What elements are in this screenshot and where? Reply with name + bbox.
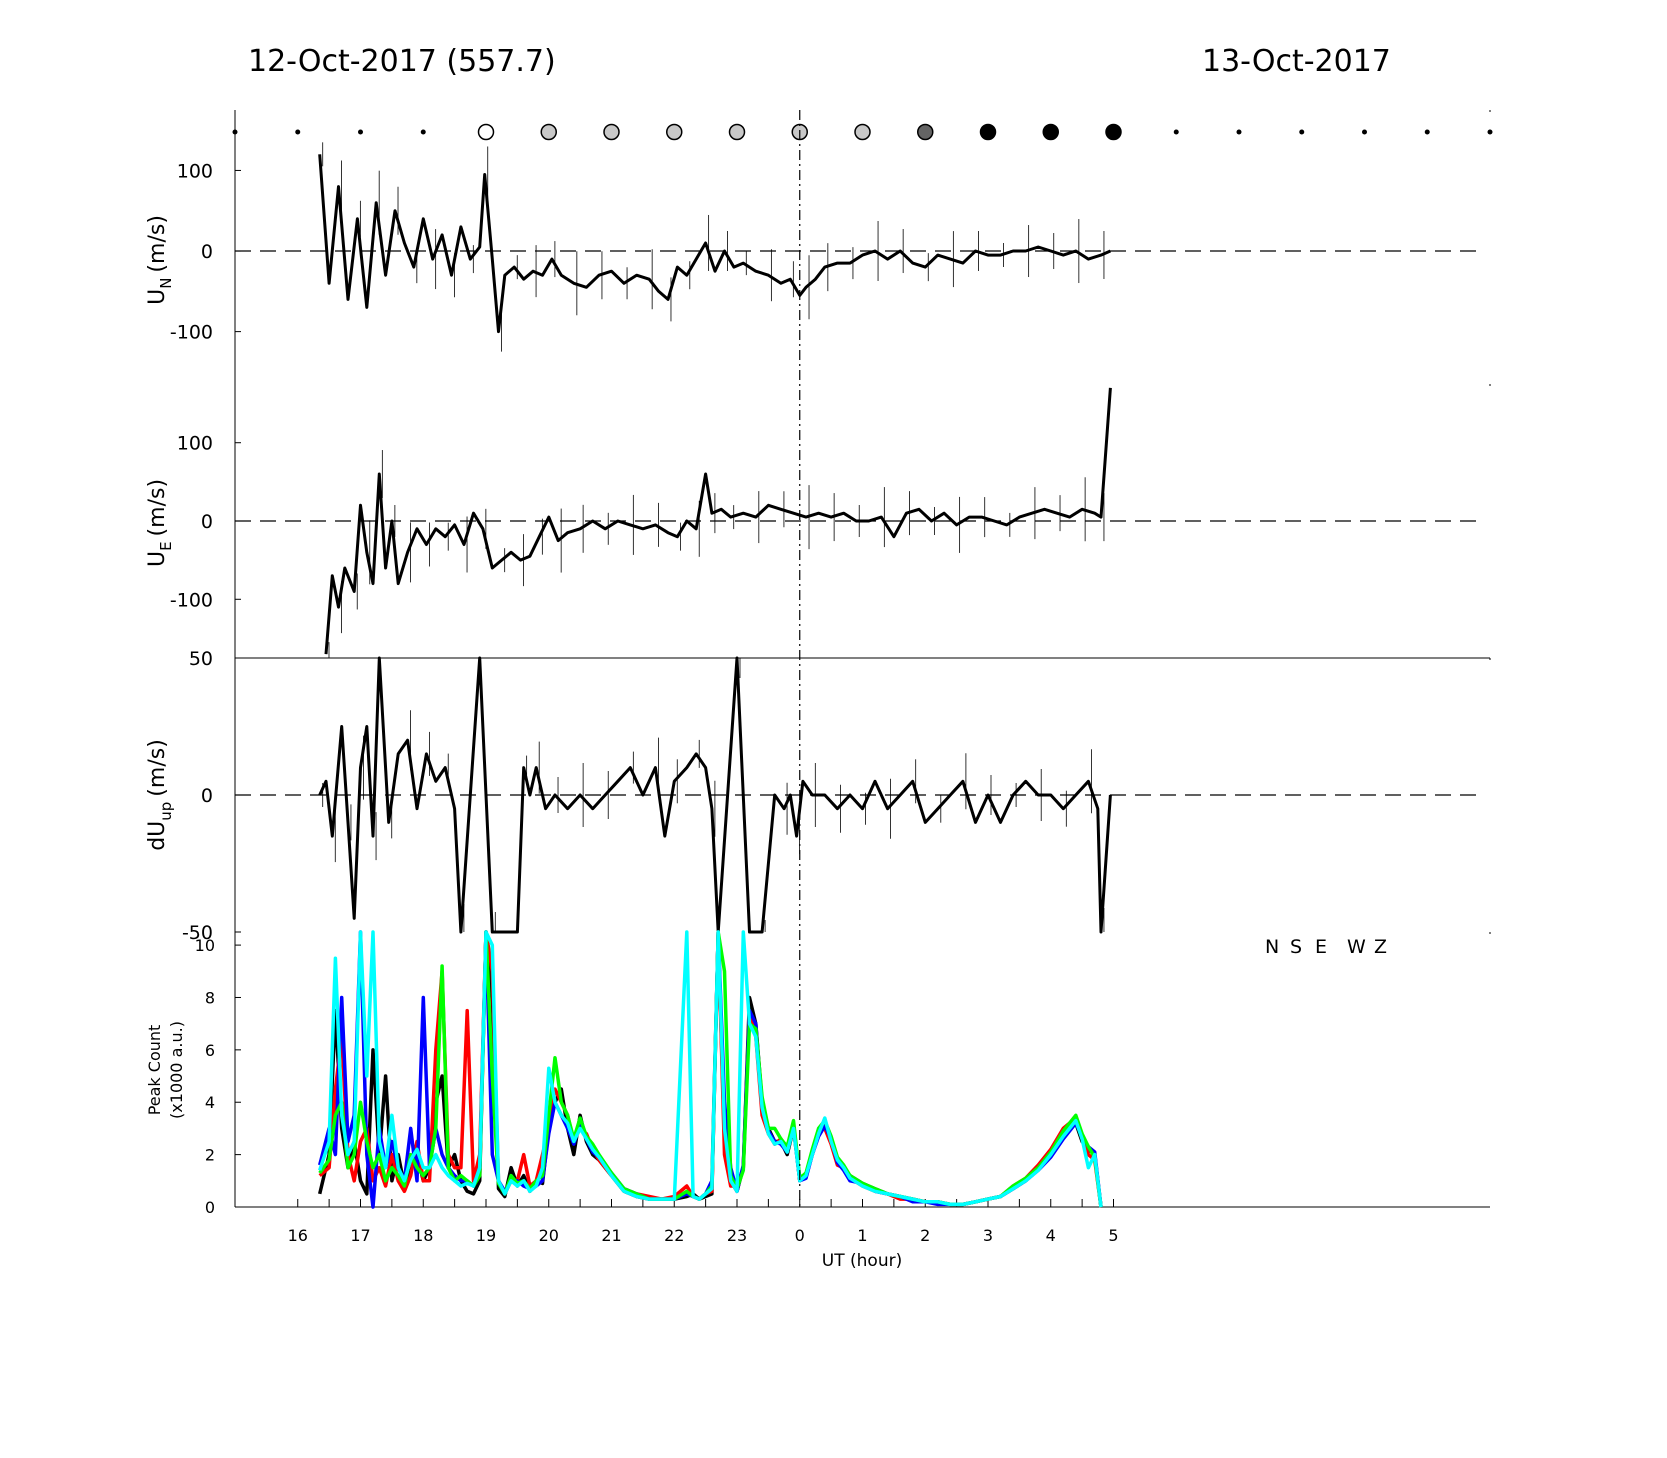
y-tick-label: 50 — [189, 648, 213, 670]
x-tick-label: 4 — [1046, 1226, 1056, 1245]
legend-entry-E: E — [1315, 936, 1327, 958]
x-tick-label: 17 — [350, 1226, 370, 1245]
phase-marker — [1487, 129, 1493, 135]
x-tick-label: 0 — [795, 1226, 805, 1245]
phase-marker — [1362, 129, 1367, 135]
peak-count-series-Z — [318, 930, 1103, 1208]
wind-series-line — [318, 656, 1112, 934]
x-tick-label: 3 — [983, 1226, 993, 1245]
y-tick-label: 0 — [205, 1198, 215, 1217]
phase-marker — [1042, 123, 1059, 141]
y-tick-label: 0 — [201, 511, 213, 533]
y-tick-label: 0 — [201, 241, 213, 263]
x-tick-label: 18 — [413, 1226, 433, 1245]
y-tick-label: 10 — [195, 936, 215, 955]
phase-marker — [854, 123, 871, 141]
peak-count-series-W — [318, 930, 1103, 1208]
phase-marker — [477, 123, 495, 141]
phase-marker — [540, 123, 557, 141]
phase-marker — [295, 129, 301, 135]
date-right-title: 13-Oct-2017 — [1202, 44, 1391, 79]
y-tick-label: 100 — [177, 160, 213, 182]
legend-entry-S: S — [1290, 936, 1302, 958]
x-tick-label: 16 — [288, 1226, 308, 1245]
ue-ylabel: UE(m/s) — [145, 479, 175, 567]
y-tick-label: 0 — [201, 785, 213, 807]
x-tick-label: 1 — [857, 1226, 867, 1245]
phase-marker — [603, 123, 620, 141]
phase-marker — [666, 123, 683, 141]
x-tick-label: 19 — [476, 1226, 496, 1245]
y-tick-label: 4 — [205, 1093, 215, 1112]
y-tick-label: 6 — [205, 1041, 215, 1060]
un-ylabel: UN(m/s) — [145, 215, 175, 305]
y-tick-label: -50 — [182, 922, 213, 944]
x-tick-label: 21 — [601, 1226, 621, 1245]
phase-marker — [1105, 123, 1122, 141]
legend-entry-W: W — [1347, 936, 1366, 958]
phase-marker — [1299, 129, 1305, 135]
pk-ylabel-line2: (x1000 a.u.) — [167, 1021, 186, 1119]
panel-zonal-wind: UE(m/s) 100 0 -100 — [145, 384, 1491, 658]
moon-phase-marker-row — [232, 123, 1493, 141]
wind-series-line — [318, 154, 1111, 334]
wind-series-line — [324, 387, 1112, 655]
x-tick-label: 5 — [1108, 1226, 1118, 1245]
x-tick-label: 20 — [539, 1226, 559, 1245]
y-tick-label: 100 — [177, 433, 213, 455]
legend-entry-N: N — [1265, 936, 1279, 958]
x-tick-label: 23 — [727, 1226, 747, 1245]
date-left-title: 12-Oct-2017 (557.7) — [248, 44, 556, 79]
y-tick-label: -100 — [170, 589, 213, 611]
x-tick-label: 2 — [920, 1226, 930, 1245]
phase-marker — [917, 123, 934, 141]
pk-ylabel-line1: Peak Count — [145, 1025, 164, 1116]
phase-marker — [1424, 129, 1430, 135]
phase-marker — [358, 129, 363, 135]
phase-marker — [420, 129, 426, 135]
y-tick-label: -100 — [170, 322, 213, 344]
phase-marker — [979, 123, 997, 141]
phase-marker — [1236, 129, 1242, 135]
y-tick-label: 8 — [205, 988, 215, 1007]
panel-meridional-wind: UN(m/s) 100 0 -100 — [145, 110, 1491, 384]
x-axis-label: UT (hour) — [822, 1251, 902, 1271]
phase-marker — [1173, 129, 1179, 135]
panel-peak-count: Peak Count (x1000 a.u.) UT (hour) 108642… — [145, 930, 1491, 1271]
x-tick-label: 22 — [664, 1226, 684, 1245]
phase-marker — [728, 123, 746, 141]
dup-ylabel: dUup(m/s) — [145, 739, 175, 851]
panel-vertical-wind: dUup(m/s) 50 0 -50 — [145, 648, 1491, 944]
y-tick-label: 2 — [205, 1146, 215, 1165]
legend-entry-Z: Z — [1374, 936, 1387, 958]
